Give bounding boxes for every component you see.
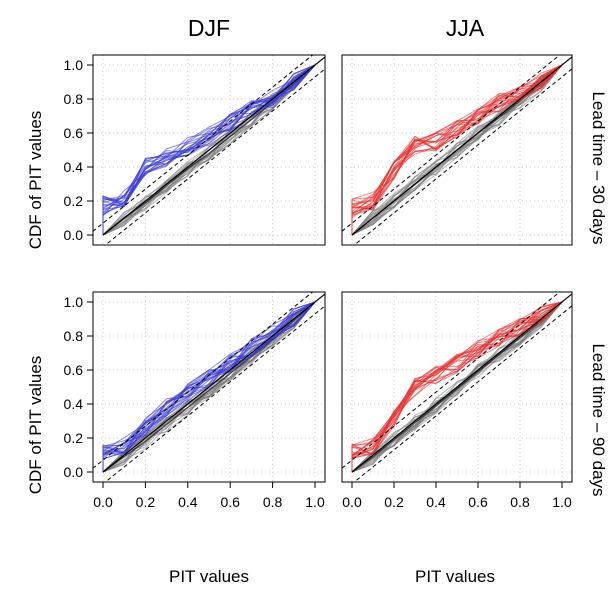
highlighted-series-line: [102, 64, 316, 235]
y-axis-title-top: CDF of PIT values: [26, 111, 45, 250]
panel-frame: [92, 291, 326, 483]
x-tick-label: 0.4: [426, 494, 446, 510]
highlighted-series-line: [102, 301, 316, 472]
y-tick-label: 1.0: [64, 294, 84, 310]
highlighted-series-line: [351, 64, 563, 235]
highlighted-series-line: [351, 64, 563, 235]
x-tick-label: 1.0: [552, 494, 572, 510]
panel-djf-90-days: 0.0 0.2 0.4 0.6 0.8 1.0 0.0 0.2 0.4 0.6 0.8 1.0: [64, 291, 326, 510]
plot-area: [93, 55, 325, 245]
panel-jja-30-days: [341, 54, 573, 246]
y-tick-label: 0.4: [64, 396, 84, 412]
reference-series-line: [102, 64, 316, 236]
plot-area: [342, 292, 572, 482]
panel-jja-90-days: 0.0 0.2 0.4 0.6 0.8 1.0: [341, 291, 573, 510]
y-tick-label: 0.4: [64, 159, 84, 175]
x-tick-label: 0.2: [136, 494, 156, 510]
upper-band-line: [93, 292, 314, 469]
y-tick-label: 0.6: [64, 125, 84, 141]
highlighted-series-line: [351, 301, 563, 472]
highlighted-series-line: [102, 64, 316, 235]
x-tick-label: 0.6: [468, 494, 488, 510]
highlighted-series-line: [102, 301, 316, 472]
highlighted-series-line: [102, 301, 316, 472]
x-axis-title-left: PIT values: [169, 567, 249, 586]
upper-band-line: [342, 55, 561, 232]
panel-djf-30-days: 0.0 0.2 0.4 0.6 0.8 1.0: [64, 54, 326, 246]
y-tick-label: 1.0: [64, 57, 84, 73]
highlighted-series-line: [351, 301, 563, 472]
reference-series-line: [102, 301, 316, 473]
column-title-djf: DJF: [188, 15, 230, 41]
y-tick-label: 0.0: [64, 464, 84, 480]
identity-line: [102, 56, 325, 236]
highlighted-series-line: [351, 64, 563, 235]
upper-band-line: [93, 55, 314, 232]
highlighted-series-line: [102, 301, 316, 472]
panels-group: 0.00.20.40.60.81.00.00.20.40.60.81.00.0 0…: [64, 54, 573, 510]
highlighted-series-line: [351, 64, 563, 235]
reference-series-mean: [351, 301, 563, 473]
panel-frame: [92, 54, 326, 246]
column-title-jja: JJA: [446, 15, 485, 41]
highlighted-series-line: [351, 301, 563, 472]
y-axis-title-bottom: CDF of PIT values: [26, 356, 45, 495]
panel-frame: [341, 54, 573, 246]
lower-band-line: [353, 68, 572, 245]
plot-area: [342, 55, 572, 245]
upper-band-line: [342, 292, 561, 469]
x-tick-label: 0.0: [93, 494, 113, 510]
x-tick-label: 0.8: [263, 494, 283, 510]
x-tick-label: 1.0: [305, 494, 325, 510]
reference-series-line: [351, 64, 563, 236]
highlighted-series-line: [102, 301, 316, 472]
identity-line: [351, 56, 572, 236]
highlighted-series-line: [351, 301, 563, 472]
x-tick-label: 0.0: [342, 494, 362, 510]
lower-band-line: [104, 305, 325, 482]
y-tick-label: 0.2: [64, 430, 84, 446]
highlighted-series-line: [102, 301, 316, 472]
row-label-lead-90: Lead time – 90 days: [589, 343, 608, 496]
reference-series-line: [351, 301, 563, 473]
x-axis-title-right: PIT values: [415, 567, 495, 586]
x-tick-label: 0.6: [220, 494, 240, 510]
identity-line: [102, 293, 325, 473]
identity-line: [351, 293, 572, 473]
x-tick-label: 0.8: [510, 494, 530, 510]
y-tick-label: 0.0: [64, 227, 84, 243]
x-tick-label: 0.4: [178, 494, 198, 510]
y-tick-label: 0.6: [64, 362, 84, 378]
y-tick-label: 0.8: [64, 328, 84, 344]
lower-band-line: [104, 68, 325, 245]
lower-band-line: [353, 305, 572, 482]
panel-frame: [341, 291, 573, 483]
row-label-lead-30: Lead time – 30 days: [589, 91, 608, 244]
highlighted-series-line: [102, 301, 316, 472]
highlighted-series-line: [102, 64, 316, 235]
plot-area: [93, 292, 325, 482]
x-tick-label: 0.2: [384, 494, 404, 510]
y-tick-label: 0.8: [64, 91, 84, 107]
y-tick-label: 0.2: [64, 193, 84, 209]
